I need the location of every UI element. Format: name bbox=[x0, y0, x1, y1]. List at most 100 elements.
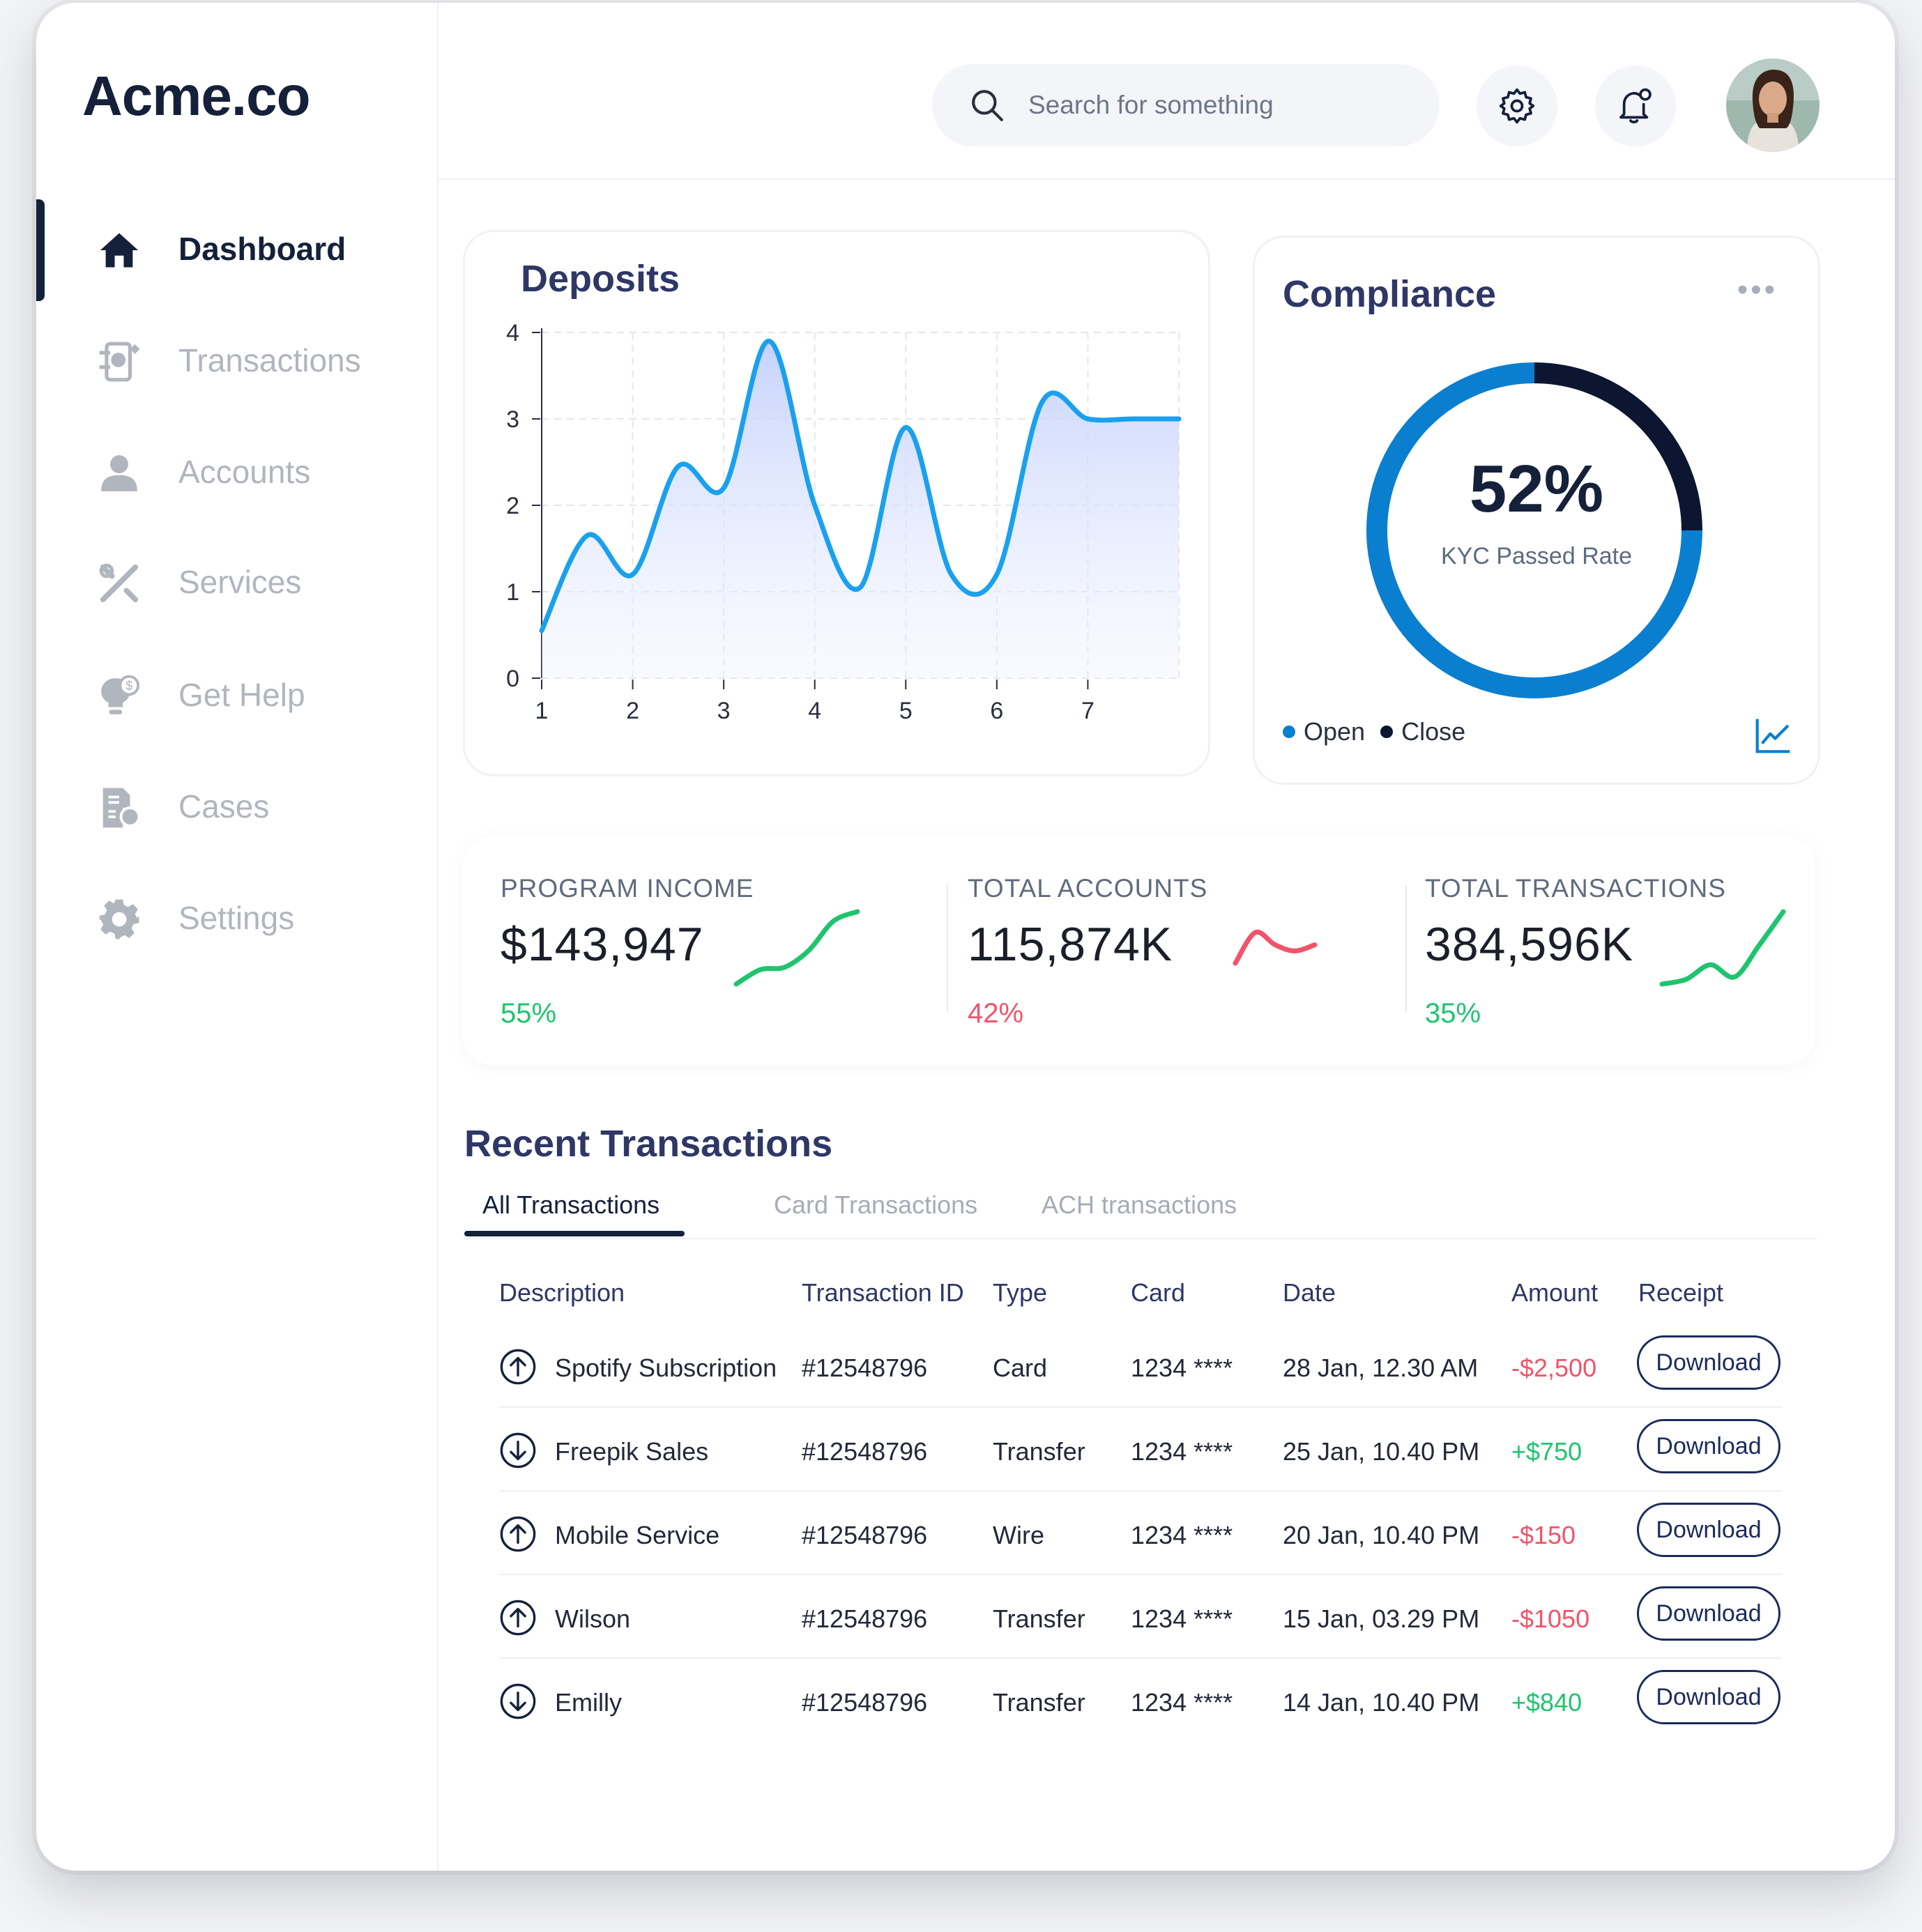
stat-divider bbox=[1405, 885, 1407, 1012]
settings-button[interactable] bbox=[1477, 66, 1557, 146]
sidebar-item-label: Dashboard bbox=[178, 231, 346, 267]
stat-total-accounts: TOTAL ACCOUNTS 115,874K 42% bbox=[968, 836, 1386, 1065]
download-receipt-button[interactable]: Download bbox=[1637, 1335, 1780, 1390]
sidebar-item-label: Settings bbox=[178, 900, 295, 936]
sidebar-item-get-help[interactable]: $ Get Help bbox=[36, 658, 437, 735]
search-bar[interactable]: Search for something bbox=[932, 64, 1440, 146]
row-type: Transfer bbox=[993, 1604, 1085, 1633]
row-type: Transfer bbox=[993, 1688, 1085, 1717]
row-description: Wilson bbox=[555, 1604, 631, 1633]
kyc-rate-value: 52% bbox=[1469, 452, 1604, 526]
gear-icon bbox=[99, 899, 139, 940]
bell-icon bbox=[1619, 88, 1652, 123]
arrow-up-circle-icon bbox=[500, 1516, 536, 1552]
stat-percent: 35% bbox=[1425, 998, 1481, 1029]
tab-card-transactions[interactable]: Card Transactions bbox=[774, 1190, 978, 1219]
x-tick-label: 3 bbox=[717, 698, 731, 724]
y-tick-label: 0 bbox=[506, 666, 519, 692]
row-divider bbox=[499, 1490, 1782, 1492]
sidebar-item-label: Get Help bbox=[178, 677, 305, 713]
compliance-legend: Open Close bbox=[1283, 717, 1481, 746]
arrow-up-circle-icon bbox=[500, 1600, 536, 1636]
x-tick-label: 7 bbox=[1081, 698, 1095, 724]
tabs-divider bbox=[463, 1238, 1817, 1239]
tab-all-transactions[interactable]: All Transactions bbox=[482, 1190, 660, 1219]
line-chart-icon[interactable] bbox=[1754, 716, 1793, 755]
home-icon bbox=[100, 233, 139, 268]
recent-transactions-title: Recent Transactions bbox=[464, 1123, 833, 1165]
app-window: Acme.co Dashboard Transactions Accounts bbox=[36, 3, 1895, 1871]
compliance-donut-chart bbox=[1366, 362, 1702, 698]
stat-label: TOTAL ACCOUNTS bbox=[968, 874, 1208, 903]
tab-ach-transactions[interactable]: ACH transactions bbox=[1042, 1190, 1237, 1219]
sparkline-path bbox=[733, 909, 860, 987]
active-nav-indicator bbox=[36, 199, 45, 301]
sidebar-item-transactions[interactable]: Transactions bbox=[36, 323, 437, 400]
stat-value: $143,947 bbox=[501, 918, 704, 971]
svg-text:$: $ bbox=[125, 679, 132, 693]
column-header-type: Type bbox=[993, 1278, 1048, 1307]
download-receipt-button[interactable]: Download bbox=[1637, 1670, 1780, 1724]
stat-percent: 55% bbox=[501, 998, 557, 1029]
search-input[interactable]: Search for something bbox=[1028, 91, 1274, 119]
sidebar-item-settings[interactable]: Settings bbox=[36, 881, 437, 958]
table-row: Freepik Sales #12548796 Transfer 1234 **… bbox=[499, 1408, 1782, 1492]
column-header-card: Card bbox=[1131, 1278, 1186, 1307]
notifications-button[interactable] bbox=[1595, 66, 1676, 146]
sidebar-item-label: Accounts bbox=[178, 454, 311, 490]
help-bulb-icon: $ bbox=[101, 675, 140, 714]
sidebar: Acme.co Dashboard Transactions Accounts bbox=[36, 3, 438, 1871]
header-divider bbox=[437, 178, 1895, 180]
row-amount: -$150 bbox=[1511, 1521, 1576, 1549]
row-date: 25 Jan, 10.40 PM bbox=[1283, 1437, 1480, 1466]
deposits-line bbox=[539, 338, 1182, 634]
row-divider bbox=[499, 1574, 1782, 1575]
stat-divider bbox=[947, 885, 948, 1012]
row-type: Transfer bbox=[993, 1437, 1085, 1466]
column-header-amount: Amount bbox=[1511, 1278, 1599, 1307]
sidebar-item-cases[interactable]: Cases bbox=[36, 769, 437, 846]
table-row: Mobile Service #12548796 Wire 1234 **** … bbox=[499, 1492, 1782, 1575]
kyc-rate-label: KYC Passed Rate bbox=[1440, 543, 1633, 569]
column-header-description: Description bbox=[499, 1278, 625, 1307]
avatar[interactable] bbox=[1726, 59, 1820, 152]
sidebar-item-accounts[interactable]: Accounts bbox=[36, 435, 437, 512]
legend-open-label: Open bbox=[1304, 717, 1366, 746]
sidebar-item-services[interactable]: Services bbox=[36, 545, 437, 622]
row-transaction-id: #12548796 bbox=[802, 1437, 928, 1466]
column-header-transaction-id: Transaction ID bbox=[802, 1278, 964, 1307]
download-receipt-button[interactable]: Download bbox=[1637, 1586, 1780, 1641]
legend-close-label: Close bbox=[1401, 717, 1466, 746]
gear-icon bbox=[1499, 88, 1535, 124]
row-card: 1234 **** bbox=[1131, 1604, 1233, 1633]
stats-panel: PROGRAM INCOME $143,947 55% TOTAL ACCOUN… bbox=[463, 836, 1815, 1065]
row-description: Freepik Sales bbox=[555, 1437, 709, 1466]
stat-value: 384,596K bbox=[1425, 918, 1634, 971]
donut-slice-open bbox=[1366, 362, 1702, 698]
stat-percent: 42% bbox=[968, 998, 1024, 1029]
download-receipt-button[interactable]: Download bbox=[1637, 1503, 1780, 1557]
table-row: Wilson #12548796 Transfer 1234 **** 15 J… bbox=[499, 1575, 1782, 1659]
active-tab-indicator bbox=[464, 1231, 685, 1236]
row-amount: -$2,500 bbox=[1511, 1354, 1597, 1382]
row-type: Wire bbox=[993, 1521, 1044, 1549]
stat-label: TOTAL TRANSACTIONS bbox=[1425, 874, 1726, 903]
tools-icon bbox=[99, 563, 139, 603]
compliance-title: Compliance bbox=[1283, 273, 1497, 315]
download-receipt-button[interactable]: Download bbox=[1637, 1419, 1780, 1473]
row-description: Emilly bbox=[555, 1688, 622, 1717]
row-transaction-id: #12548796 bbox=[802, 1688, 928, 1717]
user-avatar-image bbox=[1726, 59, 1820, 152]
table-row: Spotify Subscription #12548796 Card 1234… bbox=[499, 1324, 1782, 1408]
app-logo: Acme.co bbox=[82, 65, 310, 127]
y-tick-label: 2 bbox=[506, 493, 519, 519]
column-header-date: Date bbox=[1283, 1278, 1336, 1307]
stat-total-transactions: TOTAL TRANSACTIONS 384,596K 35% bbox=[1425, 836, 1815, 1065]
more-dots-icon[interactable]: ••• bbox=[1737, 273, 1778, 307]
sidebar-item-dashboard[interactable]: Dashboard bbox=[36, 212, 437, 289]
sparkline-down bbox=[1233, 929, 1318, 966]
stat-program-income: PROGRAM INCOME $143,947 55% bbox=[501, 836, 919, 1065]
sparkline-up bbox=[733, 909, 860, 987]
row-amount: +$840 bbox=[1511, 1688, 1582, 1717]
